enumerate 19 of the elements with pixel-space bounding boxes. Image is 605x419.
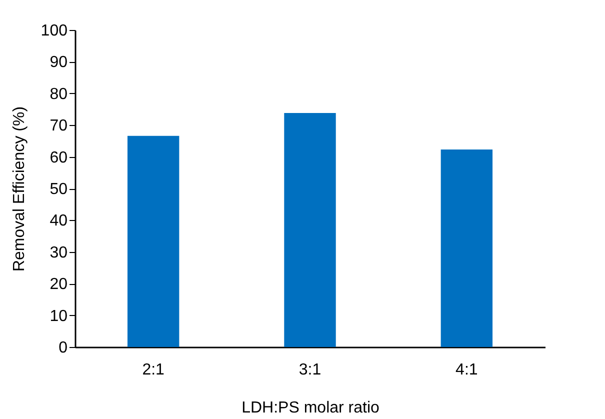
x-tick-label: 3:1 — [298, 362, 322, 378]
y-tick-label: 40 — [50, 212, 68, 230]
bar — [284, 113, 336, 347]
y-tick-label: 70 — [50, 118, 68, 135]
bar — [440, 150, 493, 347]
y-tick-label: 0 — [58, 340, 68, 356]
y-tick-label: 30 — [50, 244, 68, 262]
x-tick-label: 2:1 — [142, 362, 165, 378]
y-tick-label: 100 — [40, 22, 68, 40]
y-tick-label: 60 — [50, 149, 68, 166]
y-axis-title: Removal Efficiency (%) — [10, 106, 28, 272]
x-tick-label: 4:1 — [456, 362, 478, 378]
y-tick-label: 10 — [50, 308, 68, 325]
bar — [127, 136, 180, 347]
y-tick-label: 90 — [50, 54, 68, 72]
x-axis-title: LDH:PS molar ratio — [242, 400, 380, 416]
y-tick-label: 20 — [50, 276, 68, 294]
y-tick-label: 80 — [50, 86, 68, 103]
y-tick-label: 50 — [50, 181, 68, 198]
